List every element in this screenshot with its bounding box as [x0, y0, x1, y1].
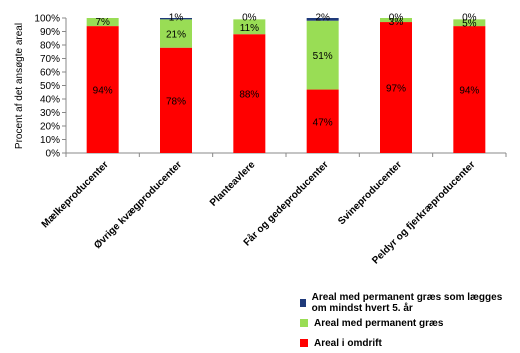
category-label: Planteavlere	[208, 159, 258, 209]
y-tick-label: 60%	[40, 68, 60, 79]
legend-swatch	[300, 339, 308, 347]
axes	[65, 18, 506, 154]
data-label: 7%	[95, 17, 110, 28]
bar-segment	[86, 18, 119, 27]
data-label: 0%	[462, 13, 477, 24]
y-tick-label: 30%	[40, 108, 60, 119]
bar-segment	[86, 26, 119, 154]
data-label: 94%	[459, 86, 479, 97]
data-label: 94%	[93, 86, 113, 97]
data-label: 1%	[169, 13, 184, 24]
data-label: 3%	[389, 17, 404, 28]
bar-segment	[233, 34, 266, 154]
y-tick-label: 100%	[34, 14, 60, 25]
bars: 94%7%78%21%1%88%11%0%47%51%2%97%3%0%94%5…	[86, 13, 486, 154]
legend-label: Areal med permanent græs som lægges om m…	[311, 292, 503, 314]
data-label: 47%	[313, 117, 333, 128]
category-label: Øvrige kvægproducenter	[92, 159, 184, 251]
bar-segment	[306, 20, 339, 90]
y-tick-label: 20%	[40, 122, 60, 133]
y-tick-label: 80%	[40, 41, 60, 52]
legend-item-rotation-area: Areal i omdrift	[300, 333, 520, 353]
bar-segment	[160, 19, 192, 48]
y-ticks: 0% 10% 20% 30% 40% 50% 60% 70% 80% 90% 100%	[34, 14, 507, 160]
bar-segment	[306, 89, 339, 153]
bar-segment	[233, 19, 266, 35]
category-label: Mælkeproducenter	[40, 159, 111, 230]
legend-label: Areal i omdrift	[314, 337, 382, 349]
bar-segment	[160, 47, 192, 154]
legend-swatch	[300, 319, 308, 327]
data-label: 2%	[315, 13, 330, 24]
bar-segment	[306, 18, 339, 21]
data-label: 0%	[389, 13, 404, 24]
y-tick-label: 90%	[40, 27, 60, 38]
legend-label: Areal med permanent græs	[314, 317, 444, 329]
bar-segment	[380, 22, 412, 153]
bar-segment	[453, 26, 486, 154]
y-tick-label: 70%	[40, 54, 60, 65]
legend-item-permanent-grass: Areal med permanent græs	[300, 313, 520, 333]
data-label: 78%	[166, 96, 186, 107]
data-label: 21%	[166, 30, 186, 41]
bar-segment	[453, 19, 486, 27]
y-axis-label: Procent af det ansøgte areal	[14, 23, 25, 149]
data-label: 5%	[462, 18, 477, 29]
bar-segment	[160, 18, 192, 20]
legend-swatch	[300, 299, 306, 307]
y-tick-label: 0%	[46, 149, 61, 160]
y-tick-label: 10%	[40, 135, 60, 146]
data-label: 11%	[240, 23, 259, 34]
legend: Areal med permanent græs som lægges om m…	[300, 292, 520, 353]
y-tick-label: 50%	[40, 81, 60, 92]
data-label: 97%	[386, 84, 406, 95]
data-label: 51%	[313, 51, 333, 62]
bar-segment	[380, 18, 412, 23]
legend-item-temporary-grass: Areal med permanent græs som lægges om m…	[300, 292, 520, 314]
y-tick-label: 40%	[40, 95, 60, 106]
data-label: 0%	[242, 13, 257, 24]
data-label: 88%	[239, 90, 259, 101]
category-label: Svineproducenter	[336, 159, 404, 227]
category-label: Får og gedeproducenter	[241, 159, 331, 249]
